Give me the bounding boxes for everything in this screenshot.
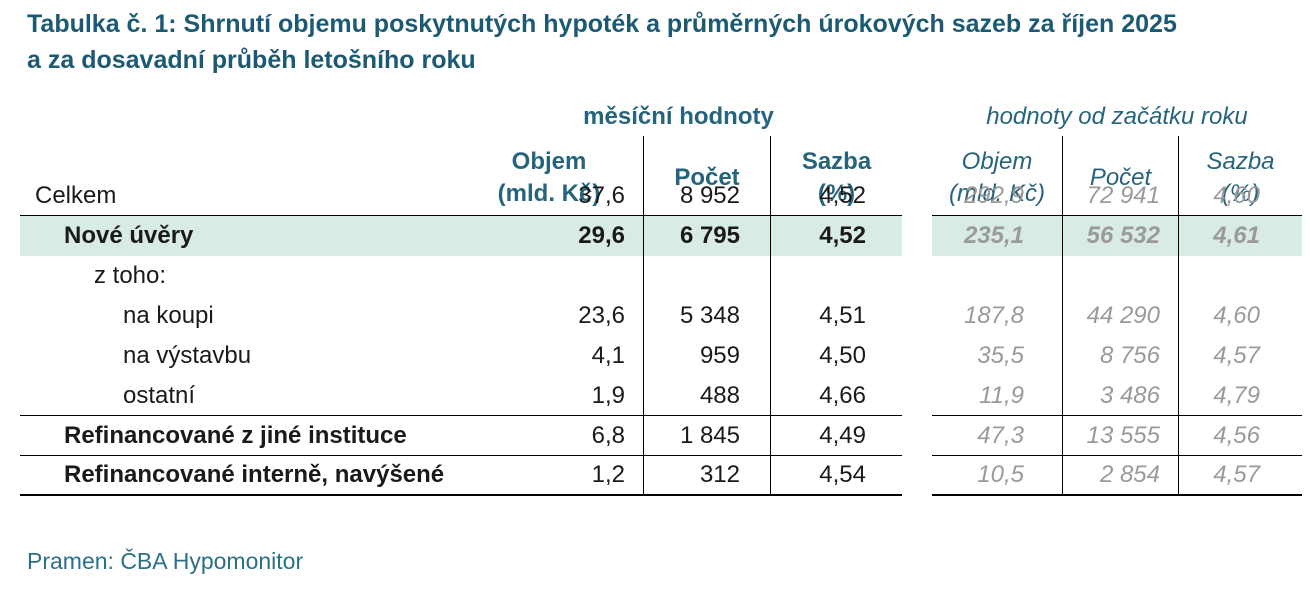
cell-monthly-rate: 4,54 — [770, 456, 902, 496]
row-label: Celkem — [20, 176, 455, 216]
cell-ytd-rate: 4,57 — [1178, 336, 1302, 376]
col-header-volume-unit: (mld. Kč) — [497, 179, 601, 207]
cell-monthly-rate: 4,49 — [770, 416, 902, 456]
cell-monthly-rate — [770, 256, 902, 296]
row-label: Refinancované interně, navýšené — [20, 456, 455, 496]
cell-monthly-rate: 4,51 — [770, 296, 902, 336]
page-title: Tabulka č. 1: Shrnutí objemu poskytnutýc… — [27, 6, 1289, 78]
source-note: Pramen: ČBA Hypomonitor — [27, 548, 304, 574]
cell-ytd-volume: 187,8 — [963, 302, 1024, 329]
col-header-rate-label: Sazba — [1206, 147, 1275, 175]
cell-monthly-count: 6 795 — [643, 216, 770, 256]
cell-monthly-rate: 4,50 — [770, 336, 902, 376]
cell-ytd-rate: 4,60 — [1178, 176, 1302, 216]
cell-ytd-volume: 292,9 — [932, 176, 1062, 216]
col-header-volume-ytd: Objem (mld. Kč) — [932, 136, 1062, 221]
cell-ytd-count: 72 941 — [1062, 176, 1178, 216]
cell-monthly-volume: 37,6 — [455, 176, 643, 216]
cell-monthly-volume: 23,6 — [578, 302, 625, 329]
ytd-group-header: hodnoty od začátku roku — [986, 103, 1248, 130]
col-header-volume-label: Objem — [511, 147, 587, 175]
cell-ytd-count: 13 555 — [1062, 416, 1178, 456]
cell-monthly-volume: 1,2 — [455, 456, 643, 496]
row-label: ostatní — [20, 376, 455, 416]
cell-monthly-rate: 4,52 — [770, 176, 902, 216]
monthly-grid: Objem (mld. Kč) Počet Sazba (%) Celkem 3… — [20, 136, 902, 496]
page-title-line2: a za dosavadní průběh letošního roku — [27, 46, 476, 74]
cell-monthly-count — [643, 256, 770, 296]
col-header-rate: Sazba (%) — [770, 136, 902, 221]
cell-ytd-volume: 235,1 — [932, 216, 1062, 256]
cell-monthly-count: 5 348 — [643, 296, 770, 336]
monthly-table: měsíční hodnoty Objem (mld. Kč) Počet Sa… — [20, 100, 902, 496]
cell-monthly-count: 488 — [643, 376, 770, 416]
col-header-count-label: Počet — [1089, 163, 1152, 191]
cell-monthly-volume: 6,8 — [455, 416, 643, 456]
col-header-rate-unit: (%) — [1221, 179, 1260, 207]
row-label: Nové úvěry — [20, 216, 455, 256]
col-header-rate-label: Sazba — [801, 147, 872, 175]
cell-ytd-volume: 35,5 — [977, 342, 1024, 369]
col-header-volume-label: Objem — [961, 147, 1033, 175]
cell-monthly-count: 312 — [643, 456, 770, 496]
cell-monthly-volume: 4,1 — [591, 342, 625, 369]
cell-ytd-rate: 4,56 — [1178, 416, 1302, 456]
page-title-line1: Tabulka č. 1: Shrnutí objemu poskytnutýc… — [27, 10, 1177, 38]
cell-ytd-volume: 11,9 — [932, 376, 1062, 416]
cell-ytd-count: 56 532 — [1062, 216, 1178, 256]
cell-monthly-count: 959 — [643, 336, 770, 376]
cell-monthly-count: 8 952 — [643, 176, 770, 216]
monthly-group-header: měsíční hodnoty — [583, 103, 774, 130]
cell-monthly-volume — [455, 256, 643, 296]
cell-ytd-count — [1062, 256, 1178, 296]
cell-ytd-rate: 4,60 — [1178, 296, 1302, 336]
row-label: na výstavbu — [123, 342, 252, 369]
cell-monthly-volume: 29,6 — [455, 216, 643, 256]
cell-ytd-rate: 4,79 — [1178, 376, 1302, 416]
row-label: z toho: — [94, 262, 167, 289]
cell-ytd-volume: 47,3 — [932, 416, 1062, 456]
cell-ytd-count: 2 854 — [1062, 456, 1178, 496]
cell-ytd-count: 44 290 — [1062, 296, 1178, 336]
cell-monthly-rate: 4,66 — [770, 376, 902, 416]
cell-ytd-volume: 10,5 — [932, 456, 1062, 496]
ytd-grid: Objem (mld. Kč) Počet Sazba (%) 292,9 72… — [932, 136, 1302, 496]
cell-ytd-count: 8 756 — [1062, 336, 1178, 376]
col-header-volume-unit: (mld. Kč) — [949, 179, 1045, 207]
col-header-volume: Objem (mld. Kč) — [455, 136, 643, 221]
ytd-table: hodnoty od začátku roku Objem (mld. Kč) … — [932, 100, 1302, 496]
row-label: na koupi — [123, 302, 214, 329]
cell-ytd-rate: 4,61 — [1178, 216, 1302, 256]
col-header-count-label: Počet — [674, 163, 740, 191]
cell-monthly-count: 1 845 — [643, 416, 770, 456]
cell-monthly-volume: 1,9 — [455, 376, 643, 416]
cell-monthly-rate: 4,52 — [770, 216, 902, 256]
cell-ytd-rate: 4,57 — [1178, 456, 1302, 496]
cell-ytd-volume — [932, 256, 1062, 296]
col-header-rate-unit: (%) — [817, 179, 856, 207]
row-label: Refinancované z jiné instituce — [20, 416, 455, 456]
cell-ytd-count: 3 486 — [1062, 376, 1178, 416]
cell-ytd-rate — [1178, 256, 1302, 296]
